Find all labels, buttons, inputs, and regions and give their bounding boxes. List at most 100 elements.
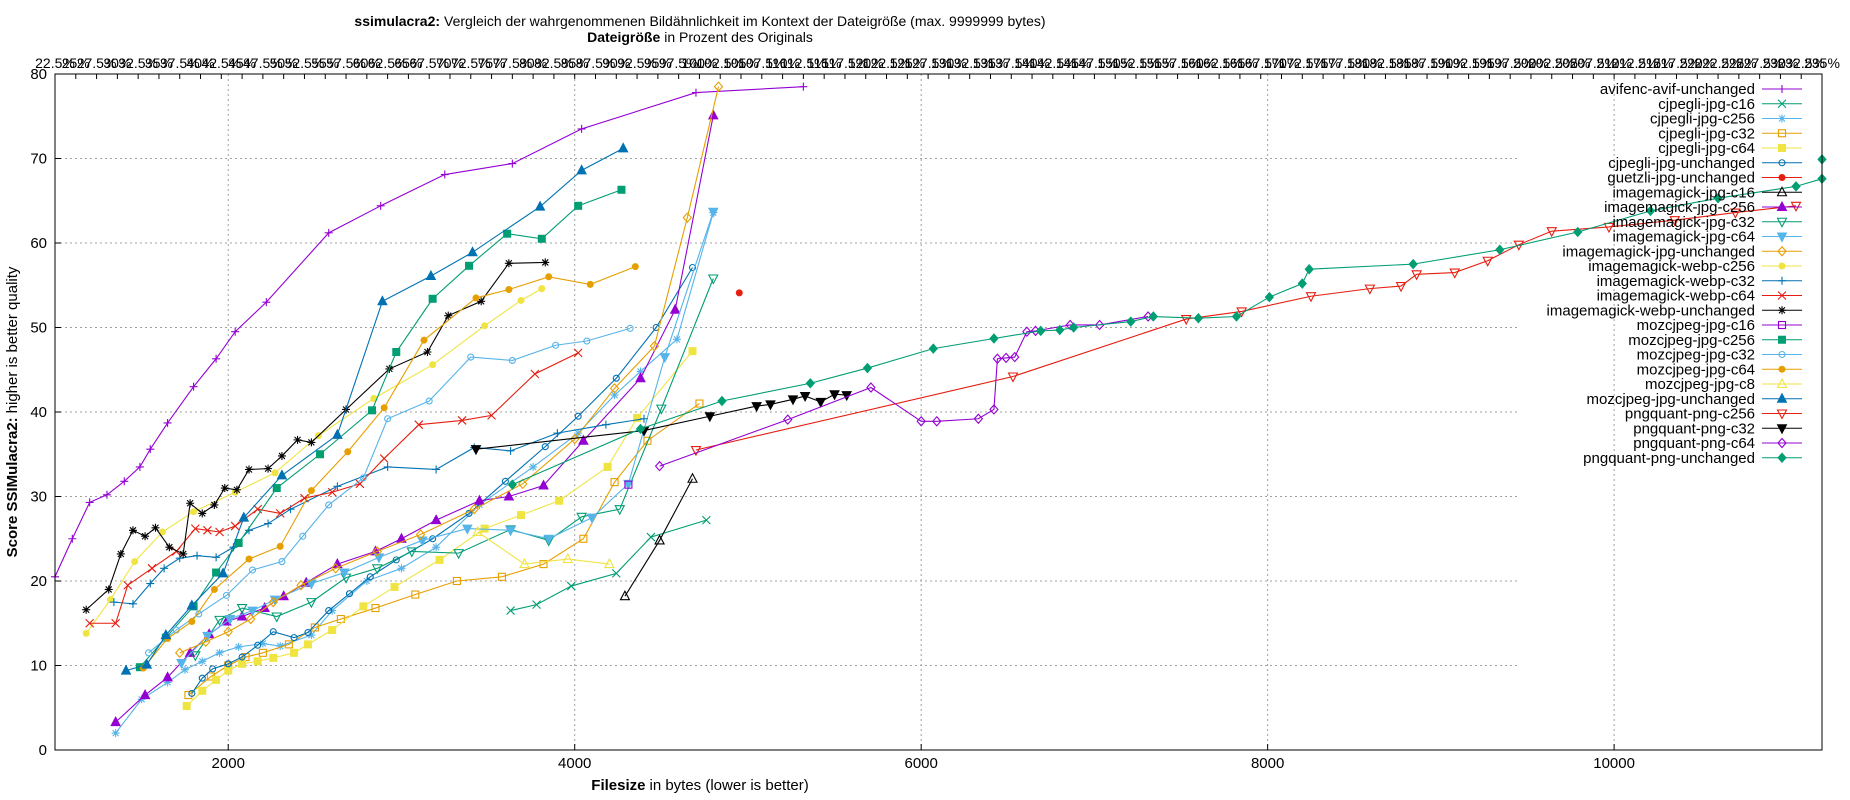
top-tick-label: 167.5% [1237,55,1284,71]
data-point [1094,319,1105,331]
data-point [538,479,549,490]
top-tick-label: 127.5% [904,55,951,71]
top-tick-label: 190% [1430,55,1466,71]
data-point [610,478,619,487]
data-point [120,664,132,675]
legend-entry: cjpegli-jpg-c32 [1658,125,1802,142]
series-line [695,205,1797,451]
data-point [517,478,528,490]
data-point [165,543,174,552]
data-point [425,269,437,280]
top-tick-label: 117.5% [822,55,868,71]
data-point [1022,326,1032,338]
series-imagemagick-webp-c256 [82,285,546,637]
series-cjpegli-jpg-unchanged [188,263,697,697]
legend-layer: avifenc-avif-unchangedcjpegli-jpg-c16cjp… [1547,81,1802,467]
data-point [552,341,560,349]
top-tick-label: 140% [1014,55,1050,71]
data-point [497,572,506,581]
data-point [276,542,284,550]
data-point [271,612,283,623]
data-point [328,626,337,635]
data-point [453,549,465,560]
series-line [477,531,610,565]
data-point [1068,322,1079,333]
data-point [1573,226,1583,238]
top-tick-label: 107.5% [738,55,785,71]
top-tick-label: 30% [103,55,131,71]
top-tick-label: 180% [1347,55,1383,71]
data-point [1231,311,1242,322]
data-point [345,590,354,598]
data-point [414,420,424,430]
data-point [1495,244,1505,256]
legend-marker [1777,245,1787,257]
data-point [336,614,345,624]
data-point [487,410,496,420]
top-tick-label: 42.5% [201,55,241,71]
data-point [507,479,518,490]
data-point [253,657,262,666]
data-point [264,519,273,528]
data-point [316,450,325,459]
top-tick-label: 32.5% [118,55,158,71]
top-tick-label: 60% [353,55,381,71]
top-tick-label: 212.5% [1611,55,1658,71]
top-tick-label: 215% [1638,55,1674,71]
data-point [1001,352,1011,364]
data-point [574,412,582,420]
data-point [545,273,553,281]
legend-label: imagemagick-webp-c32 [1597,273,1755,290]
data-point [179,549,188,558]
data-point [147,563,157,573]
legend-marker [1778,85,1786,93]
top-tick-label: 162.5% [1195,55,1242,71]
data-point [116,549,125,558]
data-point [704,412,716,423]
top-tick-label: 100% [682,55,718,71]
data-point [420,336,428,344]
top-tick-label: 62.5% [368,55,408,71]
data-point [916,415,926,427]
data-point [212,553,221,562]
top-tick-label: 147.5% [1071,55,1118,71]
data-point [538,285,546,293]
top-tick-label: 187.5% [1403,55,1450,71]
data-point [415,529,426,540]
legend-entry: imagemagick-jpg-unchanged [1562,243,1802,260]
data-point [85,498,94,507]
data-point [461,524,473,535]
legend-entry: avifenc-avif-unchanged [1600,81,1802,98]
legend-entry: mozcjpeg-jpg-unchanged [1587,391,1802,408]
legend-entry: mozcjpeg-jpg-c64 [1637,361,1802,378]
legend-label: pngquant-png-c64 [1633,435,1755,452]
data-point [176,658,187,670]
data-point [209,665,217,673]
data-point [428,294,437,303]
data-point [190,524,200,533]
top-tick-label: 105% [723,55,759,71]
series-line [115,212,714,734]
data-point [217,567,229,578]
data-point [246,613,256,625]
data-point [603,557,615,569]
data-point [799,391,811,403]
data-point [579,534,588,543]
y-tick-label: 0 [39,742,47,759]
data-point [189,651,201,662]
legend-label: imagemagick-webp-unchanged [1547,302,1755,319]
top-tick-label: 197.5% [1486,55,1533,71]
top-tick-label: 35% [145,55,173,71]
data-point [198,657,207,666]
series-mozcjpeg-jpg-c8 [472,525,615,569]
legend-marker [1776,392,1788,403]
legend-marker [1778,350,1786,359]
series-pngquant-png-c64 [654,311,1153,472]
data-point [691,88,700,97]
legend-marker [1778,144,1786,152]
top-tick-label: 170% [1264,55,1300,71]
data-point [1009,351,1020,363]
data-point [423,348,432,357]
data-point [230,521,240,531]
top-tick-label: 112.5% [780,55,826,71]
